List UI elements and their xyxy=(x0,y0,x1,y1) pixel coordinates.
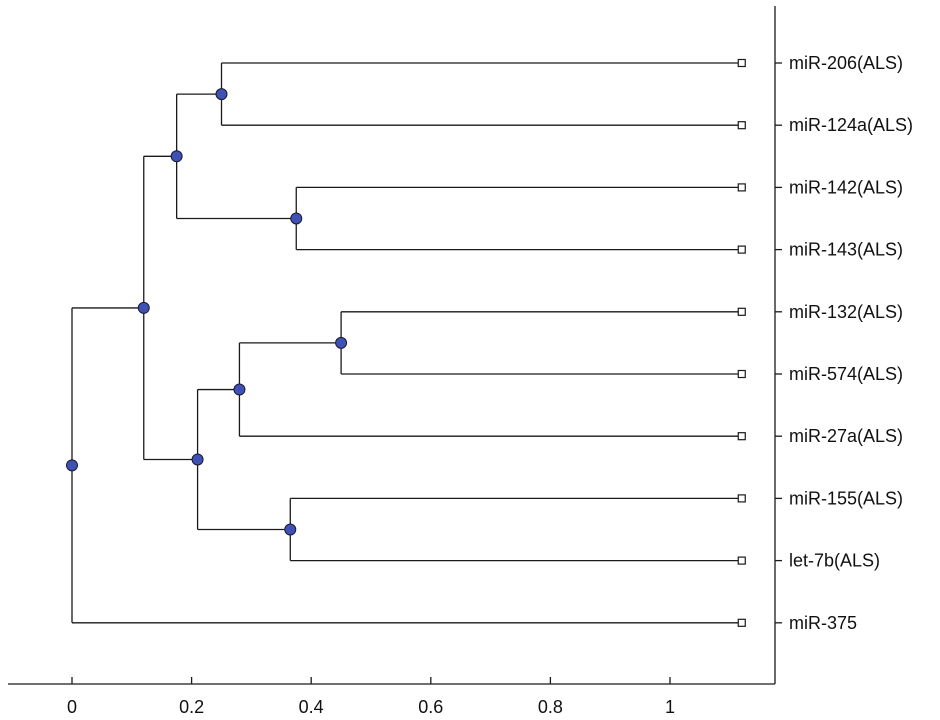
dendrogram-links xyxy=(71,62,742,624)
leaf-label: let-7b(ALS) xyxy=(789,551,880,571)
cluster-node-n6 xyxy=(284,523,297,536)
leaf-marker xyxy=(737,58,746,68)
leaf-marker xyxy=(737,369,746,379)
leaf-label: miR-132(ALS) xyxy=(789,302,903,322)
leaf-marker xyxy=(737,494,746,503)
cluster-node-n1 xyxy=(215,88,228,101)
leaf-labels: miR-206(ALS) miR-124a(ALS) miR-142(ALS) miR… xyxy=(789,53,913,633)
leaf-label: miR-574(ALS) xyxy=(789,364,903,384)
leaf-marker xyxy=(737,183,746,192)
leaf-marker xyxy=(737,432,746,441)
leaf-label: miR-124a(ALS) xyxy=(789,115,913,135)
cluster-node-n5 xyxy=(233,383,246,396)
leaf-label: miR-27a(ALS) xyxy=(789,426,903,446)
x-axis-ticks: 0 0.2 0.4 0.6 0.8 1 xyxy=(67,677,675,717)
leaf-markers xyxy=(737,58,782,627)
leaf-marker xyxy=(737,556,746,565)
x-tick-label: 1 xyxy=(665,697,675,717)
x-tick-label: 0.8 xyxy=(538,697,563,717)
cluster-nodes xyxy=(66,88,348,536)
cluster-node-n8 xyxy=(137,301,150,314)
cluster-node-n7 xyxy=(191,453,204,466)
leaf-marker xyxy=(737,245,746,254)
leaf-label: miR-375 xyxy=(789,613,857,633)
distance-axis xyxy=(8,6,776,685)
leaf-marker xyxy=(737,618,746,627)
leaf-marker xyxy=(737,307,746,316)
x-tick-label: 0.4 xyxy=(299,697,324,717)
cluster-node-n3 xyxy=(170,150,183,163)
cluster-node-n4 xyxy=(335,336,348,349)
leaf-marker xyxy=(737,121,746,130)
cluster-node-root xyxy=(66,459,78,472)
leaf-label: miR-142(ALS) xyxy=(789,177,903,197)
leaf-label: miR-155(ALS) xyxy=(789,488,903,508)
x-tick-label: 0.6 xyxy=(418,697,443,717)
leaf-label: miR-143(ALS) xyxy=(789,240,903,260)
x-tick-label: 0 xyxy=(67,697,77,717)
leaf-label: miR-206(ALS) xyxy=(789,53,903,73)
cluster-node-n2 xyxy=(290,212,303,225)
x-tick-label: 0.2 xyxy=(179,697,204,717)
